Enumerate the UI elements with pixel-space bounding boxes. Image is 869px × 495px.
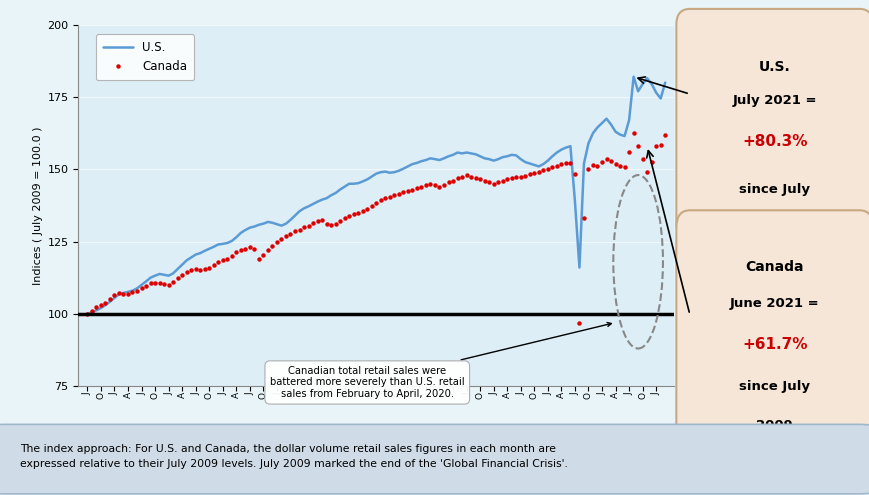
Text: June 2021 =: June 2021 = <box>729 297 819 310</box>
Text: +80.3%: +80.3% <box>741 134 806 148</box>
Text: +61.7%: +61.7% <box>741 337 806 351</box>
Canada <box>627 130 638 136</box>
Text: 14: 14 <box>345 430 357 440</box>
U.S. <box>109 295 120 301</box>
Text: U.S.: U.S. <box>758 60 790 74</box>
Canada <box>109 292 120 298</box>
Text: The index approach: For U.S. and Canada, the dollar volume retail sales figures : The index approach: For U.S. and Canada,… <box>20 445 567 469</box>
Text: 16: 16 <box>453 430 466 440</box>
Canada <box>592 163 602 169</box>
U.S. <box>538 161 548 167</box>
U.S. <box>240 227 250 233</box>
Text: Canada: Canada <box>745 260 803 274</box>
Text: July 2021 =: July 2021 = <box>732 94 816 107</box>
X-axis label: Year & Month: Year & Month <box>328 424 423 438</box>
Text: since July: since July <box>739 183 809 196</box>
U.S. <box>587 130 598 136</box>
Y-axis label: Indices ( July 2009 = 100.0 ): Indices ( July 2009 = 100.0 ) <box>33 126 43 285</box>
U.S. <box>627 74 638 80</box>
Canada <box>384 194 395 199</box>
Text: 18: 18 <box>561 430 574 440</box>
Canada <box>660 133 670 139</box>
Line: Canada: Canada <box>85 131 667 325</box>
FancyBboxPatch shape <box>0 424 869 494</box>
Line: U.S.: U.S. <box>87 77 665 314</box>
Text: 21: 21 <box>724 430 736 440</box>
Text: 17: 17 <box>507 430 520 440</box>
Text: 20: 20 <box>669 430 682 440</box>
Canada <box>240 246 250 252</box>
Text: 15: 15 <box>399 430 411 440</box>
U.S. <box>82 311 92 317</box>
Text: 12: 12 <box>236 430 249 440</box>
Text: 13: 13 <box>291 430 303 440</box>
Text: Canadian total retail sales were
battered more severely than U.S. retail
sales f: Canadian total retail sales were battere… <box>269 323 611 399</box>
FancyBboxPatch shape <box>675 9 869 239</box>
U.S. <box>425 155 435 161</box>
Canada <box>425 181 435 187</box>
Text: since July: since July <box>739 380 809 393</box>
Canada <box>574 320 584 326</box>
Text: 19: 19 <box>615 430 627 440</box>
Text: 11: 11 <box>182 430 195 440</box>
U.S. <box>384 170 395 176</box>
Canada <box>82 311 92 317</box>
Legend: U.S., Canada: U.S., Canada <box>96 34 194 80</box>
U.S. <box>660 80 670 86</box>
Text: 10: 10 <box>129 430 141 440</box>
Text: 2009: 2009 <box>755 419 793 432</box>
FancyBboxPatch shape <box>675 210 869 463</box>
Canada <box>538 167 548 173</box>
